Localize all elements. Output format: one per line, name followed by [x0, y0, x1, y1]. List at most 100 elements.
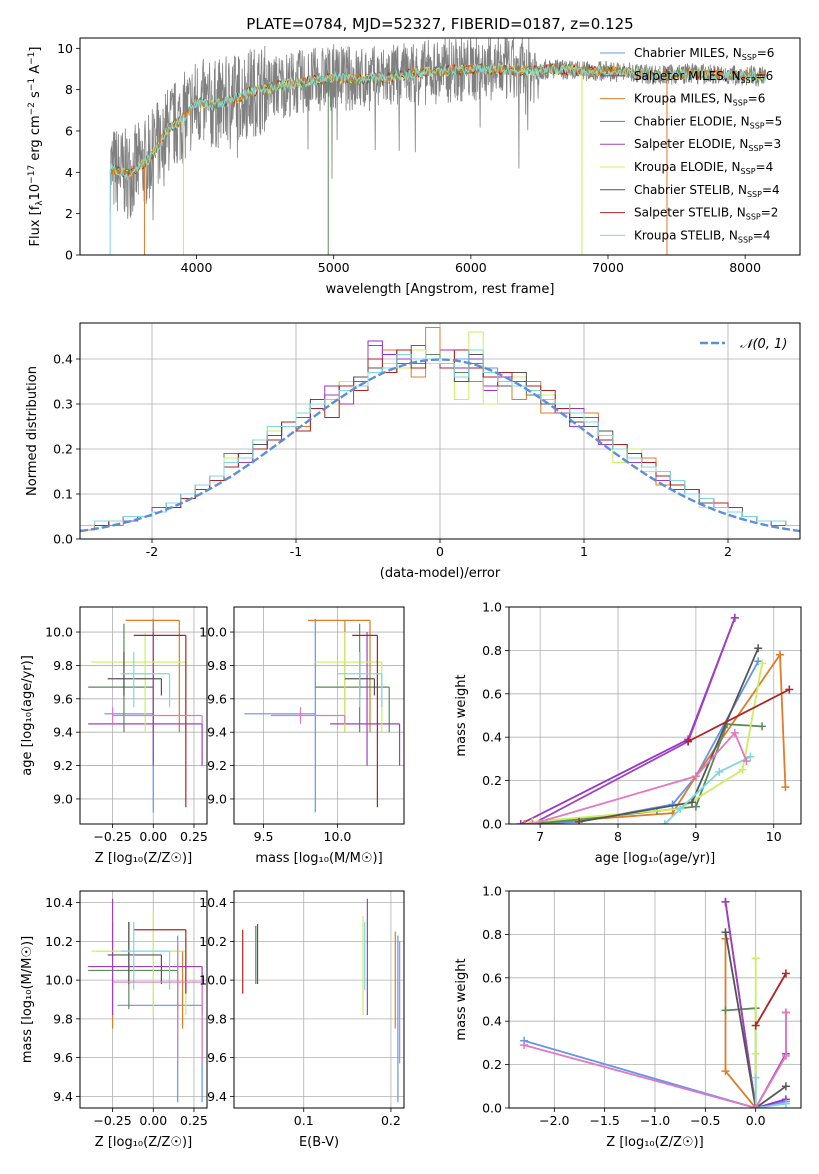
legend-suffix: =6 [757, 46, 775, 60]
legend-sub: SSP [738, 235, 753, 244]
panel-mass-vs-EBV: 0.1 0.2 9.4 9.6 9.8 10.0 10.2 10.4 E(B-V) [199, 890, 405, 1150]
panel-weight-vs-age: 7 8 9 10 0.0 0.2 0.4 0.6 0.8 1.0 age [log₁₀(age/yr… [454, 600, 802, 866]
x-tick-label: 0 [436, 544, 444, 559]
panel-age-vs-Z: −0.25 0.00 0.25 9.0 9.2 9.4 9.6 9.8 10.0 Z [log₁₀… [20, 606, 208, 866]
y-tick-label: 0.2 [53, 442, 73, 457]
legend-label: Kroupa ELODIE, NSSP=4 [634, 160, 773, 176]
y-axis-label: Flux [fλ10−17 erg cm−2 s−1 A−1] [27, 47, 45, 247]
weight-line-kroupa_stelib [664, 755, 751, 824]
y-tick-label: 10.4 [199, 895, 227, 910]
y-tick-label: 10 [57, 41, 73, 56]
panel-weight-vs-Z: −2.0 −1.5 −1.0 −0.5 0.0 0.0 0.2 0.4 0.6 0.8 1.0 Z [… [454, 884, 802, 1150]
x-tick-label: −1.5 [589, 1113, 619, 1128]
y-tick-label: 1.0 [482, 600, 502, 615]
y-tick-label: 0.2 [482, 773, 502, 788]
x-tick-label: 8 [614, 829, 622, 844]
axis-frame [233, 606, 405, 825]
panel-age-vs-mass: 9.5 10.0 9.0 9.2 9.4 9.6 9.8 10.0 mass [log₁₀(M/… [199, 606, 405, 866]
y-tick-label: 0.8 [482, 927, 502, 942]
legend-sub: SSP [747, 190, 762, 199]
x-tick-label: 8000 [729, 260, 761, 275]
y-tick-label: 0.3 [53, 397, 73, 412]
weight-line-chabrier_stelib [724, 932, 787, 1108]
y-tick-label: 0.4 [482, 1014, 502, 1029]
y-tick-label: 9.2 [53, 758, 73, 773]
x-tick-label: 5000 [318, 260, 350, 275]
y-tick-label: 0.6 [482, 686, 502, 701]
plot-area [88, 618, 203, 813]
y-label-part: −2 [27, 102, 37, 115]
y-tick-label: 0 [65, 248, 73, 263]
x-axis-label: E(B-V) [299, 1135, 339, 1150]
axis-frame [79, 606, 208, 825]
legend-label: Chabrier STELIB, NSSP=4 [634, 183, 780, 199]
x-tick-label: 9 [692, 829, 700, 844]
legend-sub: SSP [748, 144, 763, 153]
y-label-part: −1 [27, 78, 37, 91]
legend-text: Salpeter STELIB, N [634, 206, 746, 220]
y-tick-label: 9.6 [207, 1050, 227, 1065]
legend-text: Salpeter ELODIE, N [634, 137, 748, 151]
y-label-part: λ [35, 200, 45, 206]
plot-area [520, 897, 790, 1108]
x-tick-label: 0.25 [180, 1113, 208, 1128]
x-tick-label: 1 [580, 544, 588, 559]
y-tick-label: 0.0 [482, 1101, 502, 1116]
x-tick-label: 0.0 [746, 1113, 766, 1128]
x-tick-label: -1 [290, 544, 302, 559]
y-axis-label: mass weight [454, 958, 469, 1040]
plot-area [109, 38, 767, 255]
y-label-part: −1 [27, 52, 37, 65]
y-label-part: ] [28, 47, 43, 52]
x-axis-label: Z [log₁₀(Z/Z☉)] [95, 851, 192, 866]
legend-sub: SSP [741, 167, 756, 176]
axis-frame [508, 606, 802, 825]
y-tick-label: 9.4 [53, 1089, 73, 1104]
y-tick-label: 9.6 [53, 691, 73, 706]
y-tick-label: 0.1 [53, 487, 73, 502]
weight-line-pink [523, 1012, 787, 1108]
y-tick-label: 9.8 [53, 658, 73, 673]
x-tick-label: 10 [766, 829, 782, 844]
x-axis-label: wavelength [Angstrom, rest frame] [326, 282, 555, 297]
normal-curve [80, 358, 800, 533]
legend-sub: SSP [746, 213, 761, 222]
x-tick-label: 0.00 [139, 1113, 167, 1128]
legend-label: Chabrier ELODIE, NSSP=5 [634, 114, 782, 130]
x-tick-label: 4000 [181, 260, 213, 275]
figure-title: PLATE=0784, MJD=52327, FIBERID=0187, z=0… [246, 15, 633, 33]
y-tick-label: 9.4 [53, 725, 73, 740]
x-axis-label: mass [log₁₀(M/M☉)] [255, 851, 382, 866]
weight-line-chabrier_miles [524, 660, 759, 824]
y-tick-label: 10.4 [45, 895, 73, 910]
y-axis-label: Normed distribution [25, 366, 40, 496]
weight-line-salpeter_miles [520, 617, 736, 824]
x-tick-label: −1.0 [640, 1113, 670, 1128]
legend-label: Salpeter STELIB, NSSP=2 [634, 206, 778, 222]
y-tick-label: 0.0 [482, 817, 502, 832]
grid-lines [509, 606, 801, 825]
plot-area [516, 613, 794, 824]
y-tick-label: 0.4 [53, 352, 73, 367]
legend-text: Salpeter MILES, N [634, 69, 741, 83]
y-tick-label: 8 [65, 82, 73, 97]
panel-residual-hist: -2 -1 0 1 2 0.0 0.1 0.2 0.3 0.4 (data-model)/error… [25, 322, 801, 581]
y-axis-label: age [log₁₀(age/yr)] [20, 655, 35, 776]
weight-line-kroupa_stelib [754, 1077, 787, 1108]
legend-label: Chabrier MILES, NSSP=6 [634, 46, 774, 62]
legend-sub: SSP [733, 99, 748, 108]
plot-area [242, 898, 401, 1103]
y-tick-label: 4 [65, 165, 73, 180]
legend-suffix: =5 [765, 114, 783, 128]
y-tick-label: 10.2 [45, 934, 73, 949]
x-tick-label: −2.0 [539, 1113, 569, 1128]
legend-text: Chabrier MILES, N [634, 46, 742, 60]
y-tick-label: 9.8 [53, 1011, 73, 1026]
axis-frame [79, 322, 801, 540]
legend-suffix: =3 [763, 137, 781, 151]
y-tick-label: 10.0 [45, 973, 73, 988]
y-tick-label: 10.0 [45, 625, 73, 640]
y-tick-label: 0.0 [53, 532, 73, 547]
